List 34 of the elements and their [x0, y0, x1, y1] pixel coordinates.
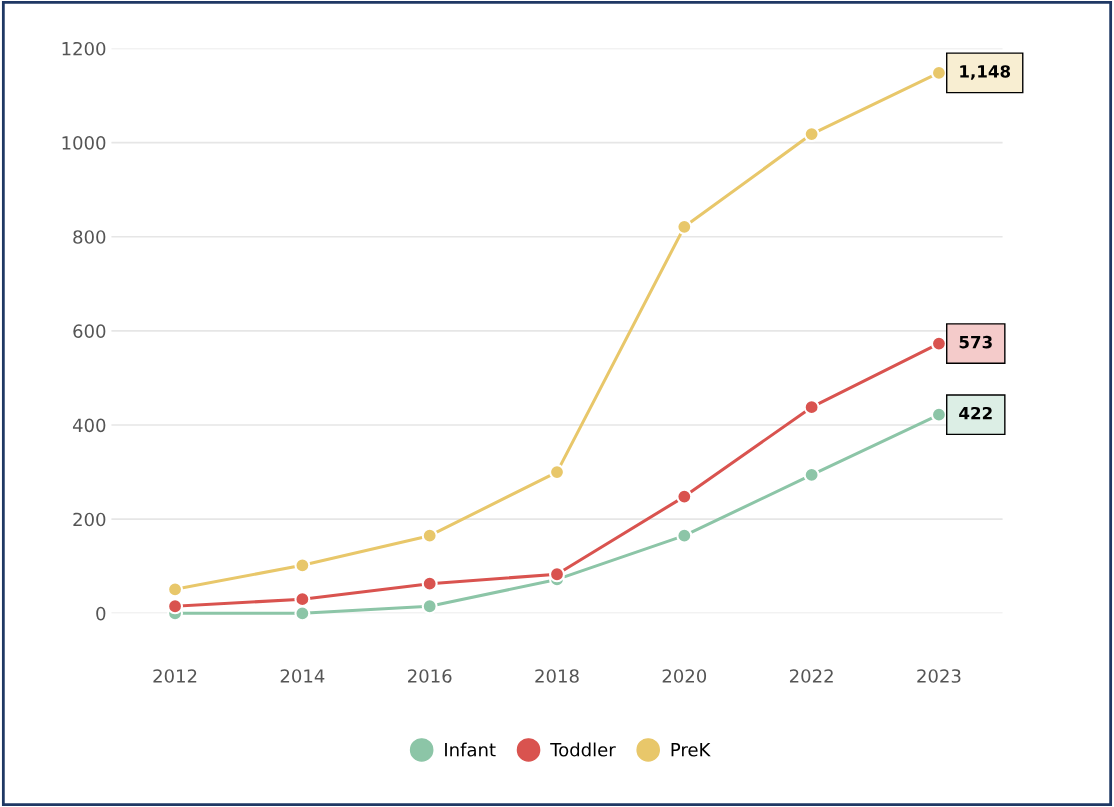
annotation: 422	[959, 406, 992, 420]
annotation: 1,148	[960, 65, 1011, 80]
y-tick-label: 800	[73, 230, 106, 244]
y-tick-label: 600	[73, 324, 106, 338]
point	[421, 527, 438, 544]
x-tick-label: 2012	[153, 669, 197, 683]
y-tick-label: 1000	[62, 136, 106, 150]
x-tick-label: 2014	[280, 669, 325, 683]
point	[421, 575, 438, 592]
point	[803, 126, 820, 143]
point	[676, 488, 693, 505]
x-tick-label: 2018	[535, 669, 579, 683]
point	[421, 598, 438, 615]
x-tick-label: 2016	[408, 669, 452, 683]
point	[930, 406, 947, 423]
point	[676, 527, 693, 544]
x-tick-label: 2020	[662, 669, 707, 683]
point	[294, 557, 311, 574]
y-tick-label: 0	[96, 606, 106, 621]
point	[930, 335, 947, 352]
annotation: 573	[959, 335, 992, 349]
point	[167, 598, 184, 615]
point	[294, 591, 311, 608]
legend-label: PreK	[671, 743, 711, 757]
y-tick-label: 1200	[62, 41, 106, 56]
x-tick-label: 2023	[917, 669, 961, 683]
point	[167, 581, 184, 598]
y-tick-label: 200	[73, 512, 106, 527]
y-tick-label: 400	[72, 418, 106, 433]
point	[549, 566, 565, 583]
legend-label: Infant	[445, 742, 496, 757]
x-tick-label: 2022	[789, 669, 833, 683]
point	[294, 605, 311, 622]
legend-label: Toddler	[550, 742, 616, 757]
